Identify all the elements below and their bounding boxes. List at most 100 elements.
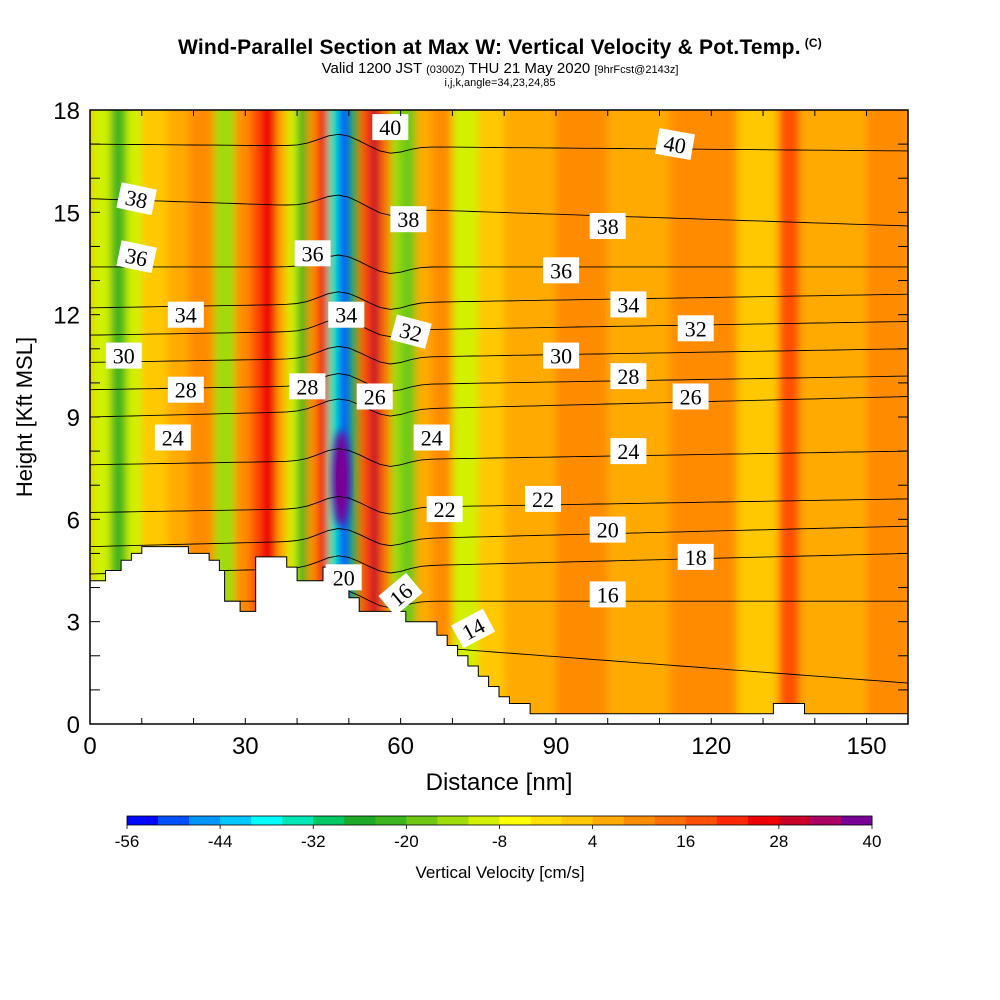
colorbar-swatch (561, 816, 594, 825)
theta-contour-36 (90, 254, 908, 274)
velocity-band (431, 110, 454, 724)
theta-contour-28 (90, 373, 908, 392)
colorbar: -56 -44 -32 -20 -8 4 16 28 40 (115, 815, 882, 851)
colorbar-swatch (251, 816, 283, 825)
contour-label-text: 32 (685, 316, 707, 341)
colorbar-swatch (344, 816, 376, 825)
contour-label: 40 (372, 114, 409, 141)
contour-label-text: 36 (550, 258, 572, 283)
contour-label: 38 (390, 206, 427, 233)
contour-label: 26 (672, 383, 709, 410)
contour-label-text: 28 (296, 374, 318, 399)
contour-label-text: 38 (123, 185, 150, 214)
velocity-band (390, 110, 402, 724)
y-tick-label: 12 (53, 303, 80, 330)
theta-contour-40 (90, 133, 908, 154)
y-tick-label: 6 (67, 507, 80, 534)
contour-label-text: 24 (162, 426, 184, 451)
velocity-band (555, 110, 609, 724)
colorbar-tick-label: -44 (208, 832, 233, 851)
contour-label: 36 (116, 240, 157, 274)
colorbar-swatch (282, 816, 314, 825)
colorbar-tick-label: -8 (492, 832, 507, 851)
contour-label: 32 (390, 314, 432, 349)
contour-label-text: 16 (597, 582, 619, 607)
contour-label-text: 30 (550, 344, 572, 369)
contour-label: 34 (610, 291, 647, 318)
contour-label-text: 24 (617, 439, 639, 464)
contour-label: 16 (589, 581, 626, 608)
contour-label-text: 26 (680, 385, 702, 410)
contour-label: 28 (167, 376, 204, 403)
y-tick-label: 0 (67, 712, 80, 739)
theta-contour-22 (90, 495, 908, 515)
contour-label-text: 20 (333, 565, 355, 590)
contour-label-text: 22 (532, 487, 554, 512)
theta-contour-30 (90, 345, 908, 365)
colorbar-swatch (313, 816, 345, 825)
chart-subtitle: Valid 1200 JST (0300Z) THU 21 May 2020 [… (0, 60, 1000, 77)
contour-label-text: 40 (379, 115, 401, 140)
contour-label: 24 (413, 424, 450, 451)
theta-contour-24 (90, 448, 908, 467)
colorbar-tick-label: 40 (863, 832, 882, 851)
contour-label-text: 24 (421, 426, 443, 451)
contour-label: 32 (677, 315, 714, 342)
contour-label: 24 (610, 438, 647, 465)
chart-title-text: Wind-Parallel Section at Max W: Vertical… (178, 36, 801, 59)
contour-label: 22 (426, 496, 463, 523)
colorbar-swatch (158, 816, 190, 825)
contour-label: 24 (154, 424, 191, 451)
contour-label: 36 (294, 240, 331, 267)
contour-label-text: 40 (662, 130, 688, 158)
velocity-band (286, 110, 299, 724)
contour-label: 22 (525, 485, 561, 512)
contour-label: 18 (677, 543, 714, 570)
contour-label-text: 36 (302, 241, 324, 266)
theta-contour-38 (90, 194, 908, 227)
colorbar-swatch (778, 816, 811, 825)
colorbar-swatch (406, 816, 438, 825)
contour-label-text: 20 (597, 518, 619, 543)
contour-label-text: 18 (685, 545, 707, 570)
contour-label: 38 (116, 182, 157, 216)
chart-title: Wind-Parallel Section at Max W: Vertical… (0, 36, 1000, 60)
y-axis-label: Height [Kft MSL] (12, 337, 37, 497)
colorbar-swatch (127, 816, 159, 825)
contour-label: 34 (167, 301, 204, 328)
contour-label: 30 (105, 342, 142, 369)
colorbar-swatch (592, 816, 625, 825)
x-tick-label: 90 (543, 733, 570, 760)
colorbar-swatch (220, 816, 252, 825)
theta-contour-20 (90, 525, 908, 548)
colorbar-swatch (189, 816, 221, 825)
velocity-band (778, 110, 801, 724)
forecast-info: [9hrFcst@2143z] (594, 64, 679, 76)
contour-label: 20 (325, 564, 362, 591)
y-tick-label: 3 (67, 610, 80, 637)
grid-indices: i,j,k,angle=34,23,24,85 (444, 77, 556, 89)
colorbar-swatch (468, 816, 500, 825)
contour-label-text: 38 (597, 214, 619, 239)
x-tick-label: 150 (847, 733, 887, 760)
velocity-band (416, 110, 433, 724)
y-tick-label: 18 (53, 98, 80, 125)
contour-label: 38 (589, 213, 626, 239)
velocity-band (737, 110, 780, 724)
x-tick-label: 0 (83, 733, 96, 760)
colorbar-swatch (437, 816, 469, 825)
velocity-band (504, 110, 557, 724)
colorbar-tick-label: 16 (676, 832, 695, 851)
x-tick-label: 120 (691, 733, 731, 760)
x-tick-label: 60 (387, 733, 414, 760)
velocity-band (328, 110, 340, 724)
colorbar-swatch (809, 816, 842, 825)
copyright-mark: (C) (804, 36, 822, 50)
velocity-band (359, 110, 371, 724)
y-tick-label: 15 (53, 200, 80, 227)
theta-contour-26 (90, 396, 908, 418)
velocity-band (338, 110, 350, 724)
